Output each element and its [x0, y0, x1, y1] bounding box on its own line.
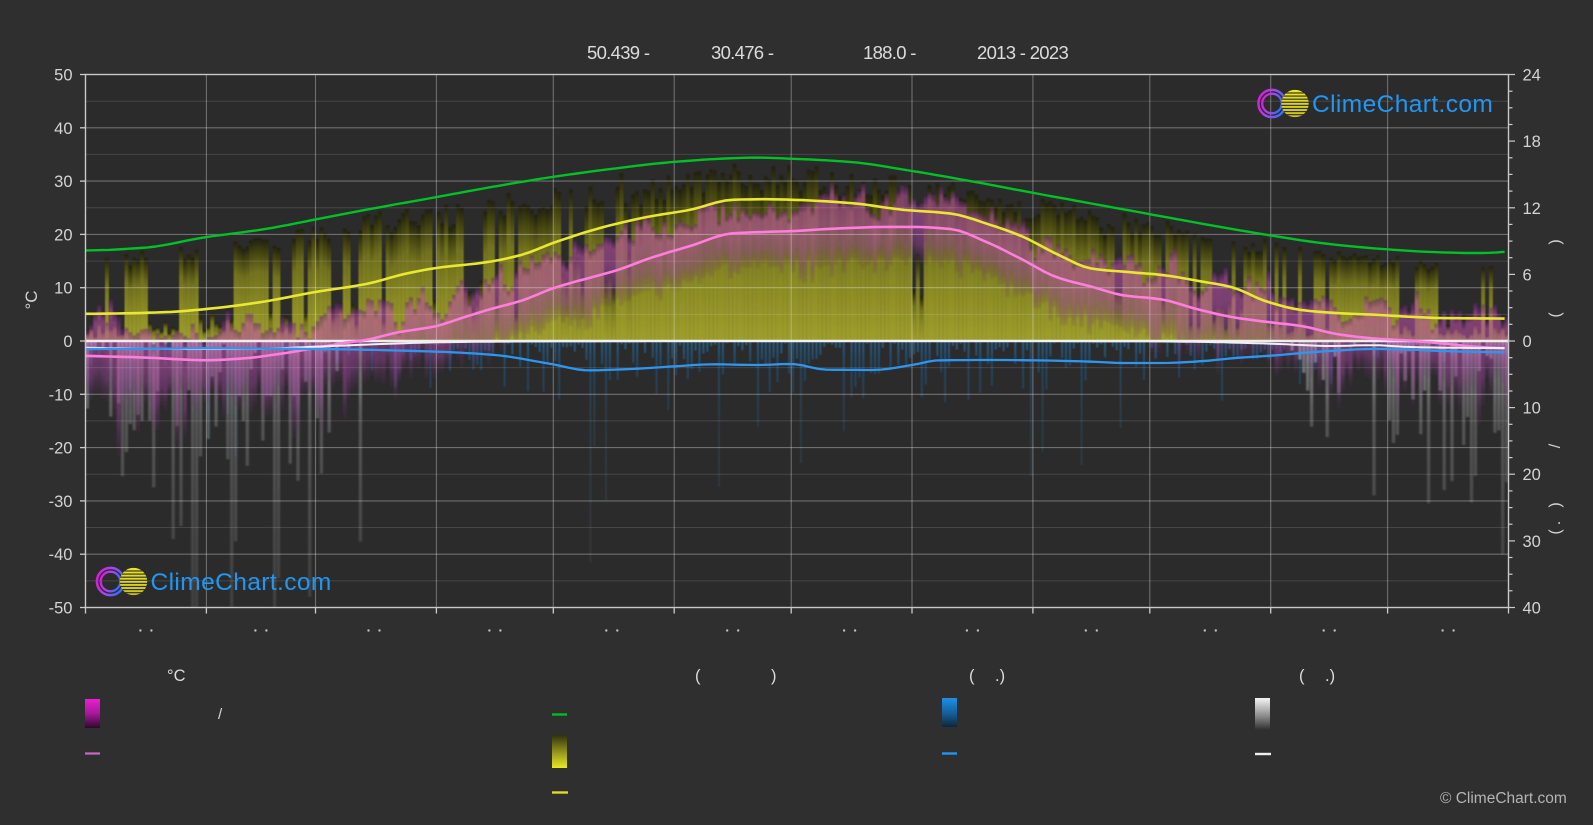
svg-text:-50: -50 [49, 600, 73, 618]
svg-text:(: ( [1547, 529, 1564, 535]
svg-text:40: 40 [1523, 600, 1541, 618]
svg-text:0: 0 [1523, 333, 1532, 351]
svg-text:°C: °C [22, 290, 41, 309]
svg-text:30: 30 [54, 173, 72, 191]
svg-text:-40: -40 [49, 546, 73, 564]
svg-text:50: 50 [54, 67, 72, 85]
svg-text:(: ( [1547, 312, 1564, 318]
svg-text:18: 18 [1523, 133, 1541, 151]
svg-text:-20: -20 [49, 440, 73, 458]
svg-text:(: ( [969, 667, 975, 685]
svg-text:): ) [1547, 502, 1564, 507]
svg-text:.: . [1547, 521, 1564, 525]
svg-text:): ) [1547, 239, 1564, 244]
svg-text:/: / [218, 706, 223, 723]
svg-text:24: 24 [1523, 67, 1541, 85]
svg-text:30.476 -: 30.476 - [711, 42, 774, 63]
svg-text:): ) [771, 667, 777, 685]
svg-text:30: 30 [1523, 533, 1541, 551]
svg-text:ClimeChart.com: ClimeChart.com [151, 569, 332, 596]
svg-text:(: ( [1299, 667, 1305, 685]
svg-text:/: / [1547, 443, 1564, 448]
svg-text:20: 20 [54, 226, 72, 244]
svg-text:0: 0 [63, 333, 72, 351]
svg-text:°C: °C [167, 667, 186, 685]
svg-text:-30: -30 [49, 493, 73, 511]
svg-text:50.439 -: 50.439 - [587, 42, 650, 63]
svg-text:188.0 -: 188.0 - [863, 42, 916, 63]
svg-text:20: 20 [1523, 466, 1541, 484]
svg-text:6: 6 [1523, 266, 1532, 284]
svg-text:© ClimeChart.com: © ClimeChart.com [1440, 790, 1567, 807]
svg-text:12: 12 [1523, 200, 1541, 218]
svg-text:ClimeChart.com: ClimeChart.com [1312, 91, 1493, 118]
svg-text:.): .) [995, 667, 1005, 685]
svg-text:2013 - 2023: 2013 - 2023 [977, 42, 1068, 63]
svg-text:.): .) [1325, 667, 1335, 685]
svg-text:10: 10 [1523, 400, 1541, 418]
svg-text:40: 40 [54, 120, 72, 138]
svg-text:-10: -10 [49, 386, 73, 404]
svg-text:10: 10 [54, 280, 72, 298]
svg-text:(: ( [695, 667, 701, 685]
